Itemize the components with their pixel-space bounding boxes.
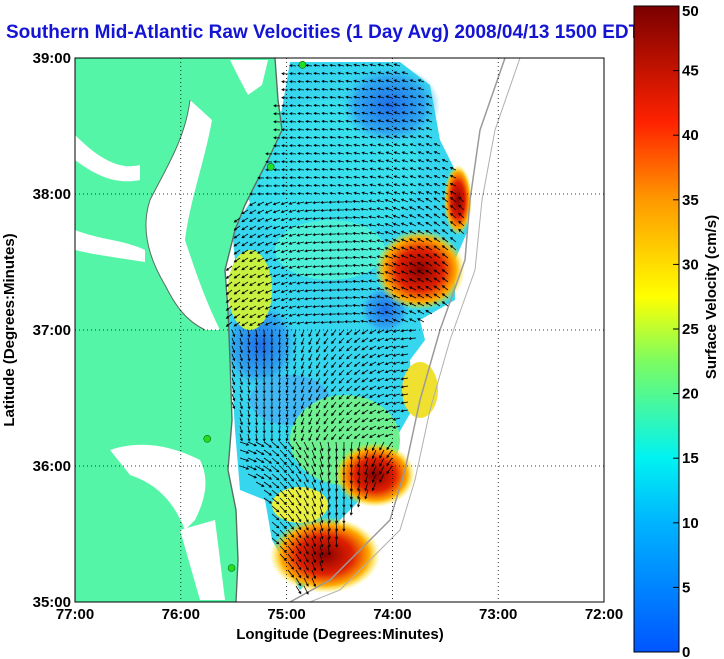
velocity-vectors xyxy=(225,63,465,595)
isobath-line xyxy=(289,58,506,602)
colorbar-tick-label: 0 xyxy=(682,644,690,659)
colorbar-tick-label: 25 xyxy=(682,321,699,338)
radar-stations xyxy=(203,61,307,572)
colorbar-tick-label: 45 xyxy=(682,63,699,80)
albemarle-sound xyxy=(110,444,206,530)
y-tick-label: 35:00 xyxy=(33,594,71,611)
y-tick-label: 38:00 xyxy=(33,186,71,203)
velocity-arrows xyxy=(225,63,465,595)
radar-station-marker xyxy=(203,434,212,443)
coastline xyxy=(224,58,283,602)
y-tick-label: 39:00 xyxy=(33,50,71,67)
delaware-bay xyxy=(230,60,268,95)
x-tick-label: 72:00 xyxy=(585,606,623,623)
pamlico-sound xyxy=(180,520,225,600)
colorbar-label: Surface Velocity (cm/s) xyxy=(703,215,720,379)
x-tick-label: 74:00 xyxy=(373,606,411,623)
x-tick-label: 75:00 xyxy=(267,606,305,623)
x-tick-label: 76:00 xyxy=(162,606,200,623)
radar-station-marker xyxy=(227,564,236,572)
colorbar-tick-label: 30 xyxy=(682,256,699,273)
radar-station-marker xyxy=(266,163,275,171)
map-title: Southern Mid-Atlantic Raw Velocities (1 … xyxy=(6,22,641,43)
colorbar-tick-label: 20 xyxy=(682,386,699,403)
colorbar-ticks: 0 5 10 15 20 25 30 35 40 45 50 xyxy=(673,3,699,659)
chesapeake-bay xyxy=(145,100,220,330)
x-tick-label: 77:00 xyxy=(56,606,94,623)
x-tick-labels: 77:00 76:00 75:00 74:00 73:00 72:00 xyxy=(56,606,623,623)
colorbar xyxy=(633,5,680,653)
colorbar-tick-label: 40 xyxy=(682,127,699,144)
y-tick-labels: 39:00 38:00 37:00 36:00 35:00 xyxy=(33,50,71,611)
colorbar-tick-label: 50 xyxy=(682,3,699,20)
colorbar-tick-label: 35 xyxy=(682,192,699,209)
radar-station-marker xyxy=(298,61,307,69)
grid-lines xyxy=(75,58,604,602)
colorbar-tick-label: 15 xyxy=(682,450,699,467)
y-tick-label: 37:00 xyxy=(33,322,71,339)
y-tick-label: 36:00 xyxy=(33,458,71,475)
colorbar-tick-label: 10 xyxy=(682,515,699,532)
plot-border xyxy=(74,57,605,603)
colorbar-tick-label: 5 xyxy=(682,579,690,596)
y-axis-label: Latitude (Degrees:Minutes) xyxy=(1,233,18,426)
x-tick-label: 73:00 xyxy=(479,606,517,623)
x-axis-label: Longitude (Degrees:Minutes) xyxy=(236,626,444,643)
